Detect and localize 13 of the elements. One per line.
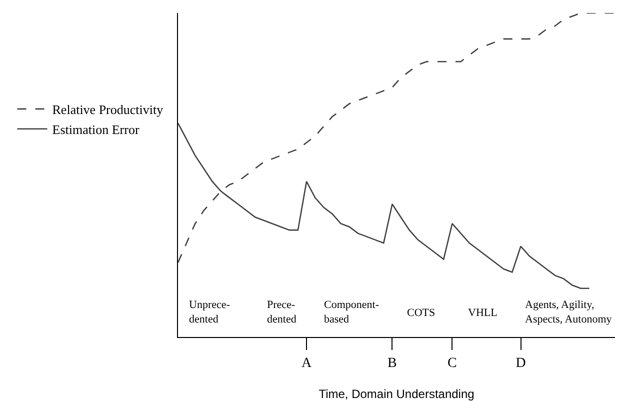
- annotation: Prece- dented: [267, 299, 297, 326]
- x-tick-label: D: [516, 356, 526, 371]
- annotation: COTS: [407, 307, 436, 319]
- x-tick-label: A: [301, 356, 312, 371]
- annotation: VHLL: [468, 307, 498, 319]
- x-tick-label: C: [448, 356, 457, 371]
- annotation: Unprece- dented: [189, 299, 230, 326]
- legend-label: Relative Productivity: [52, 102, 164, 118]
- annotation: Agents, Agility, Aspects, Autonomy: [525, 299, 612, 326]
- x-tick-label: B: [388, 356, 397, 371]
- annotation: Component- based: [324, 299, 380, 326]
- x-axis-title: Time, Domain Understanding: [318, 387, 474, 401]
- legend-label: Estimation Error: [52, 122, 140, 137]
